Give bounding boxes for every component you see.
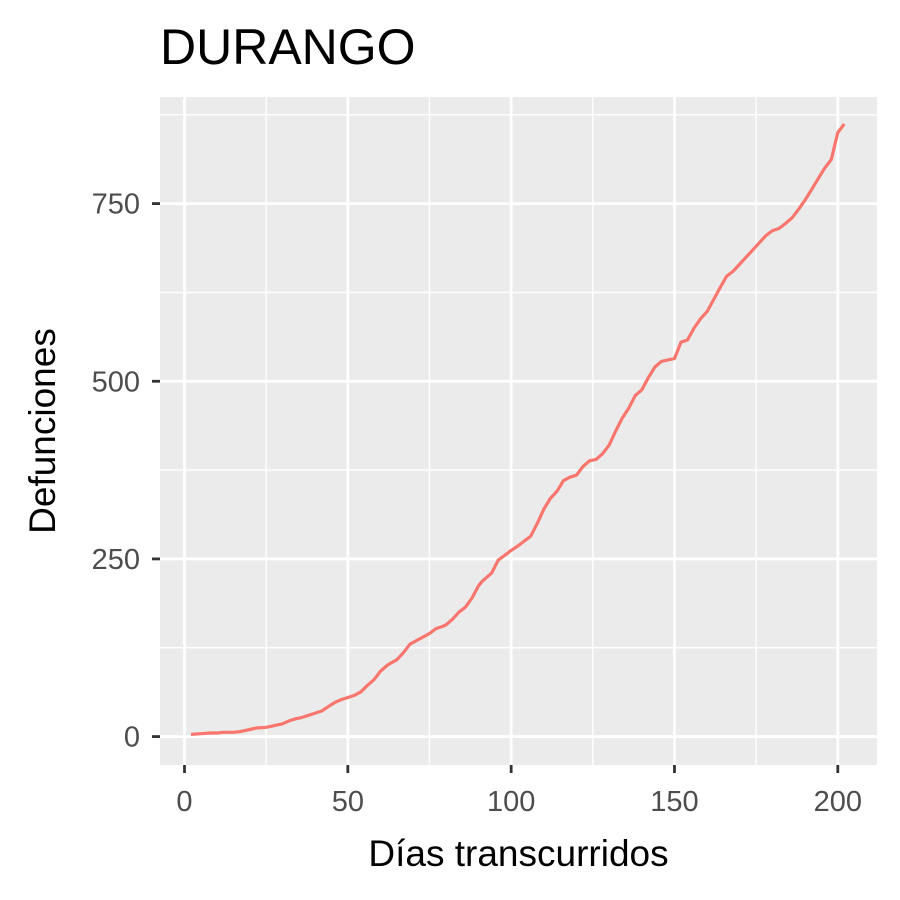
y-tick-label: 250 bbox=[92, 544, 140, 576]
x-tick-label: 50 bbox=[332, 786, 364, 818]
x-axis-title: Días transcurridos bbox=[368, 833, 668, 874]
x-tick-label: 200 bbox=[814, 786, 862, 818]
y-tick-label: 750 bbox=[92, 189, 140, 221]
y-tick-label: 500 bbox=[92, 366, 140, 398]
major-gridlines bbox=[160, 97, 877, 765]
y-axis-title: Defunciones bbox=[22, 328, 63, 534]
y-tick-label: 0 bbox=[124, 722, 140, 754]
plot-panel bbox=[160, 97, 877, 765]
y-axis: 0 250 500 750 bbox=[92, 189, 160, 754]
minor-gridlines bbox=[160, 97, 877, 765]
x-tick-label: 150 bbox=[650, 786, 698, 818]
x-axis: 0 50 100 150 200 bbox=[176, 765, 862, 818]
series-line bbox=[190, 123, 846, 736]
x-tick-label: 0 bbox=[176, 786, 192, 818]
x-tick-label: 100 bbox=[487, 786, 535, 818]
chart-title: DURANGO bbox=[160, 19, 416, 75]
